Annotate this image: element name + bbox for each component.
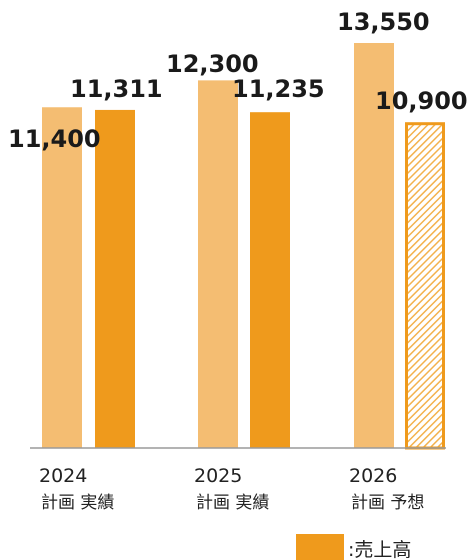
legend: :売上高 [296, 534, 411, 560]
data-label-2025-plan: 12,300 [166, 50, 259, 78]
data-label-2026-forecast: 10,900 [375, 87, 468, 115]
bar-2024-actual [95, 109, 135, 448]
bar-2026-forecast [405, 122, 445, 450]
category-sublabel-2025: 計画 実績 [196, 493, 269, 513]
bar-2024-plan [42, 107, 82, 448]
category-label-2025: 2025 [194, 465, 242, 487]
category-sublabel-2024: 計画 実績 [41, 493, 114, 513]
legend-swatch [296, 534, 344, 560]
bar-2025-actual [250, 112, 290, 448]
bar-2025-plan [198, 80, 238, 448]
data-label-2025-actual: 11,235 [232, 75, 325, 103]
data-label-2024-actual: 11,311 [70, 75, 163, 103]
data-label-2024-plan: 11,400 [8, 125, 101, 153]
legend-label: :売上高 [348, 539, 411, 560]
data-label-2026-plan: 13,550 [337, 8, 430, 36]
bar-2026-plan [354, 43, 394, 448]
category-label-2026: 2026 [349, 465, 397, 487]
category-label-2024: 2024 [39, 465, 87, 487]
category-sublabel-2026: 計画 予想 [351, 493, 424, 513]
